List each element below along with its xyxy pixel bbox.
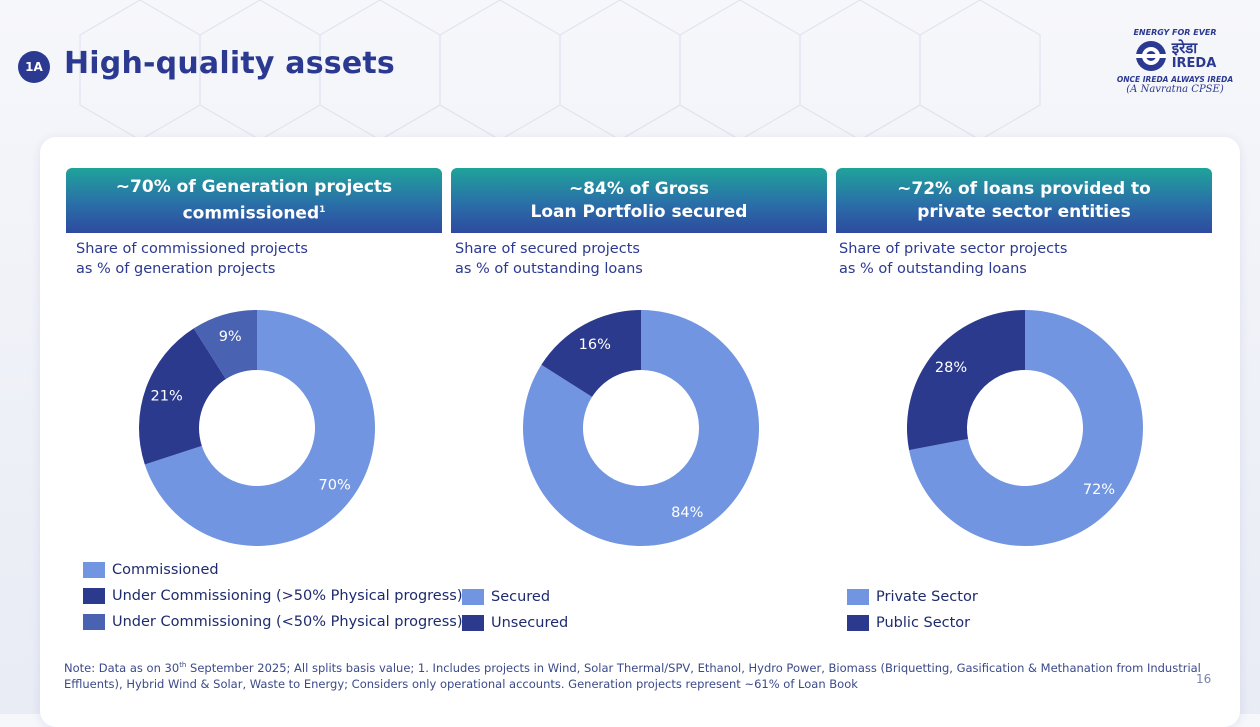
panel-heading-line2: commissioned (182, 203, 320, 224)
panel-heading-line2: Loan Portfolio secured (530, 201, 748, 222)
footnote-text-rest: September 2025; All splits basis value; … (64, 660, 1201, 691)
data-label: 9% (219, 329, 242, 345)
legend-item-secured: Secured (462, 584, 568, 610)
slice-unsecured (541, 310, 641, 397)
logo-name-hindi: इरेडा (1171, 39, 1198, 57)
panel-heading-line1: ~72% of loans provided to (897, 178, 1151, 199)
subtitle-line1: Share of secured projects (455, 241, 640, 257)
legend-label: Public Sector (876, 615, 971, 631)
ireda-logo: ENERGY FOR EVER इरेडा IREDA ONCE IREDA A… (1110, 28, 1240, 112)
footnote: Note: Data as on 30th September 2025; Al… (64, 657, 1204, 692)
panel-header-generation: ~70% of Generation projects commissioned… (66, 168, 442, 233)
legend-label: Under Commissioning (<50% Physical progr… (112, 614, 463, 630)
panel-subtitle-generation: Share of commissioned projects as % of g… (76, 239, 308, 279)
legend-item-unsecured: Unsecured (462, 610, 568, 636)
subtitle-line2: as % of outstanding loans (839, 261, 1027, 277)
panel-subtitle-secured: Share of secured projects as % of outsta… (455, 239, 643, 279)
data-label: 70% (319, 477, 351, 493)
legend-swatch (83, 588, 105, 604)
legend-label: Commissioned (112, 562, 219, 578)
legend-swatch (462, 615, 484, 631)
data-label: 84% (671, 505, 703, 521)
data-label: 16% (579, 337, 611, 353)
slice-secured (523, 310, 759, 546)
legend-item-private-sector: Private Sector (847, 584, 978, 610)
slice-under-commissioning-high (139, 328, 226, 465)
section-badge: 1A (18, 51, 50, 83)
donut-chart-generation: 70% 21% 9% (139, 310, 375, 546)
footnote-superscript: th (179, 661, 187, 669)
page-number: 16 (1196, 672, 1212, 686)
legend-swatch (847, 615, 869, 631)
legend-secured: Secured Unsecured (462, 584, 568, 636)
slice-public-sector (907, 310, 1025, 451)
panel-header-secured: ~84% of Gross Loan Portfolio secured (451, 168, 827, 233)
panel-heading-line1: ~84% of Gross (568, 178, 710, 199)
legend-item-public-sector: Public Sector (847, 610, 978, 636)
donut-chart-private: 72% 28% (907, 310, 1143, 546)
footnote-text-start: Note: Data as on 30 (64, 660, 180, 675)
legend-swatch (83, 614, 105, 630)
footnote-marker: 1 (319, 204, 326, 215)
legend-label: Secured (491, 589, 551, 605)
slice-under-commissioning-low (193, 310, 257, 380)
logo-slogan: ONCE IREDA ALWAYS IREDA (1116, 75, 1234, 84)
legend-generation: Commissioned Under Commissioning (>50% P… (83, 557, 463, 635)
subtitle-line2: as % of generation projects (76, 261, 276, 277)
panel-header-private: ~72% of loans provided to private sector… (836, 168, 1212, 233)
donut-chart-secured: 84% 16% (523, 310, 759, 546)
legend-swatch (462, 589, 484, 605)
legend-item-commissioned: Commissioned (83, 557, 463, 583)
logo-status: (A Navratna CPSE) (1126, 84, 1224, 95)
legend-swatch (83, 562, 105, 578)
legend-label: Under Commissioning (>50% Physical progr… (112, 588, 463, 604)
legend-item-under-commissioning-high: Under Commissioning (>50% Physical progr… (83, 583, 463, 609)
data-label: 72% (1083, 482, 1115, 498)
page-title: High-quality assets (64, 46, 395, 81)
ireda-emblem-icon (1135, 41, 1166, 71)
legend-label: Unsecured (491, 615, 569, 631)
legend-item-under-commissioning-low: Under Commissioning (<50% Physical progr… (83, 609, 463, 635)
content-card (40, 137, 1240, 727)
data-label: 21% (151, 388, 183, 404)
data-label: 28% (935, 360, 967, 376)
panel-heading-line2: private sector entities (917, 201, 1131, 222)
logo-tagline: ENERGY FOR EVER (1133, 28, 1217, 37)
legend-label: Private Sector (876, 589, 978, 605)
slice-private-sector (909, 310, 1143, 546)
slice-commissioned (144, 310, 375, 546)
legend-swatch (847, 589, 869, 605)
subtitle-line1: Share of commissioned projects (76, 241, 308, 257)
panel-subtitle-private: Share of private sector projects as % of… (839, 239, 1067, 279)
logo-name-english: IREDA (1171, 56, 1217, 71)
subtitle-line1: Share of private sector projects (839, 241, 1068, 257)
subtitle-line2: as % of outstanding loans (455, 261, 643, 277)
panel-heading-line1: ~70% of Generation projects (115, 176, 393, 197)
legend-private: Private Sector Public Sector (847, 584, 978, 636)
